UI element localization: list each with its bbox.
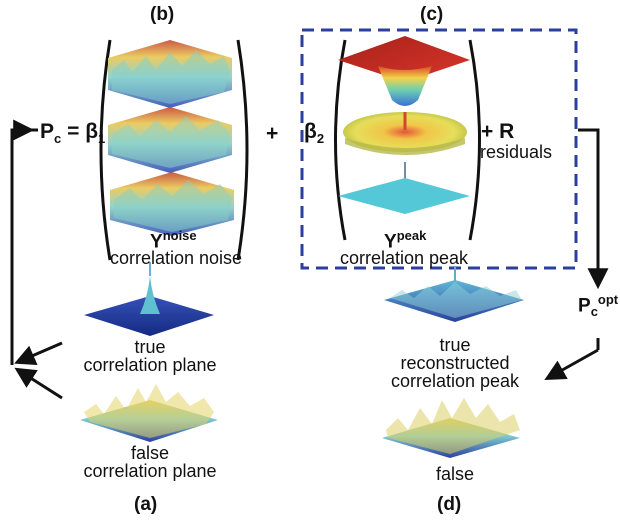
pc-opt-symbol: Pcopt bbox=[578, 292, 618, 319]
reconstructed-true-label: true bbox=[439, 335, 471, 355]
peak-surface-2 bbox=[343, 112, 467, 155]
pc-opt-superscript: opt bbox=[597, 292, 619, 307]
noise-right-paren bbox=[236, 39, 249, 261]
y-noise-letter: Y bbox=[150, 231, 163, 253]
noise-surface-3 bbox=[110, 172, 234, 236]
true-to-loop-arrow bbox=[14, 341, 63, 365]
panel-label-a: (a) bbox=[134, 494, 158, 515]
true-plane-label: true bbox=[134, 337, 166, 357]
residuals-return-line bbox=[578, 128, 600, 275]
plus-sign: + bbox=[266, 122, 279, 145]
beta1-subscript: 1 bbox=[98, 131, 106, 147]
beta2-symbol: β bbox=[304, 120, 317, 143]
false-plane-caption: correlation plane bbox=[83, 461, 217, 481]
y-peak-superscript: peak bbox=[396, 228, 427, 243]
reconstructed-caption-line2: correlation peak bbox=[390, 371, 520, 391]
y-noise-symbol: Ynoise bbox=[150, 228, 197, 253]
noise-left-paren bbox=[99, 39, 112, 261]
beta1-symbol: β bbox=[85, 120, 99, 143]
noise-surface-2 bbox=[108, 107, 232, 173]
true-correlation-plane-surface bbox=[84, 262, 214, 336]
residuals-label: residuals bbox=[480, 142, 553, 162]
beta2-term: β2 bbox=[304, 120, 324, 146]
y-peak-symbol: Ypeak bbox=[384, 228, 426, 253]
correlation-peak-caption: correlation peak bbox=[339, 248, 469, 268]
equation-lhs: Pc = β1 bbox=[40, 120, 105, 146]
reconstructed-caption-line1: reconstructed bbox=[400, 353, 510, 373]
popt-to-recon-arrow bbox=[544, 348, 599, 381]
reconstructed-true-surface bbox=[384, 266, 524, 322]
panel-label-c: (c) bbox=[420, 4, 444, 25]
y-peak-letter: Y bbox=[384, 231, 397, 253]
beta2-subscript: 2 bbox=[316, 131, 325, 147]
noise-surface-1 bbox=[108, 40, 232, 108]
true-plane-caption: correlation plane bbox=[83, 355, 217, 375]
false-plane-label: false bbox=[130, 443, 170, 463]
peak-surface-1 bbox=[338, 36, 470, 106]
peak-left-paren bbox=[334, 39, 347, 241]
correlation-noise-caption: correlation noise bbox=[109, 248, 243, 268]
peak-surface-3 bbox=[338, 162, 470, 214]
plus-r-term: + R bbox=[481, 120, 515, 143]
pc-opt-subscript: c bbox=[590, 304, 598, 320]
peak-right-paren bbox=[468, 39, 481, 241]
pc-opt-letter: P bbox=[578, 295, 591, 317]
peak-dashed-box bbox=[300, 28, 578, 270]
false-to-loop-arrow bbox=[14, 367, 63, 400]
y-noise-superscript: noise bbox=[162, 228, 197, 243]
equals-sign: = bbox=[67, 120, 80, 143]
feedback-loop-line bbox=[10, 128, 38, 365]
false-correlation-plane-surface bbox=[80, 384, 218, 442]
pc-subscript: c bbox=[54, 131, 62, 147]
pc-symbol: P bbox=[40, 120, 55, 143]
panel-label-b: (b) bbox=[150, 4, 175, 25]
reconstructed-false-label: false bbox=[435, 464, 475, 484]
panel-label-d: (d) bbox=[437, 494, 462, 515]
reconstructed-false-surface bbox=[382, 398, 520, 458]
